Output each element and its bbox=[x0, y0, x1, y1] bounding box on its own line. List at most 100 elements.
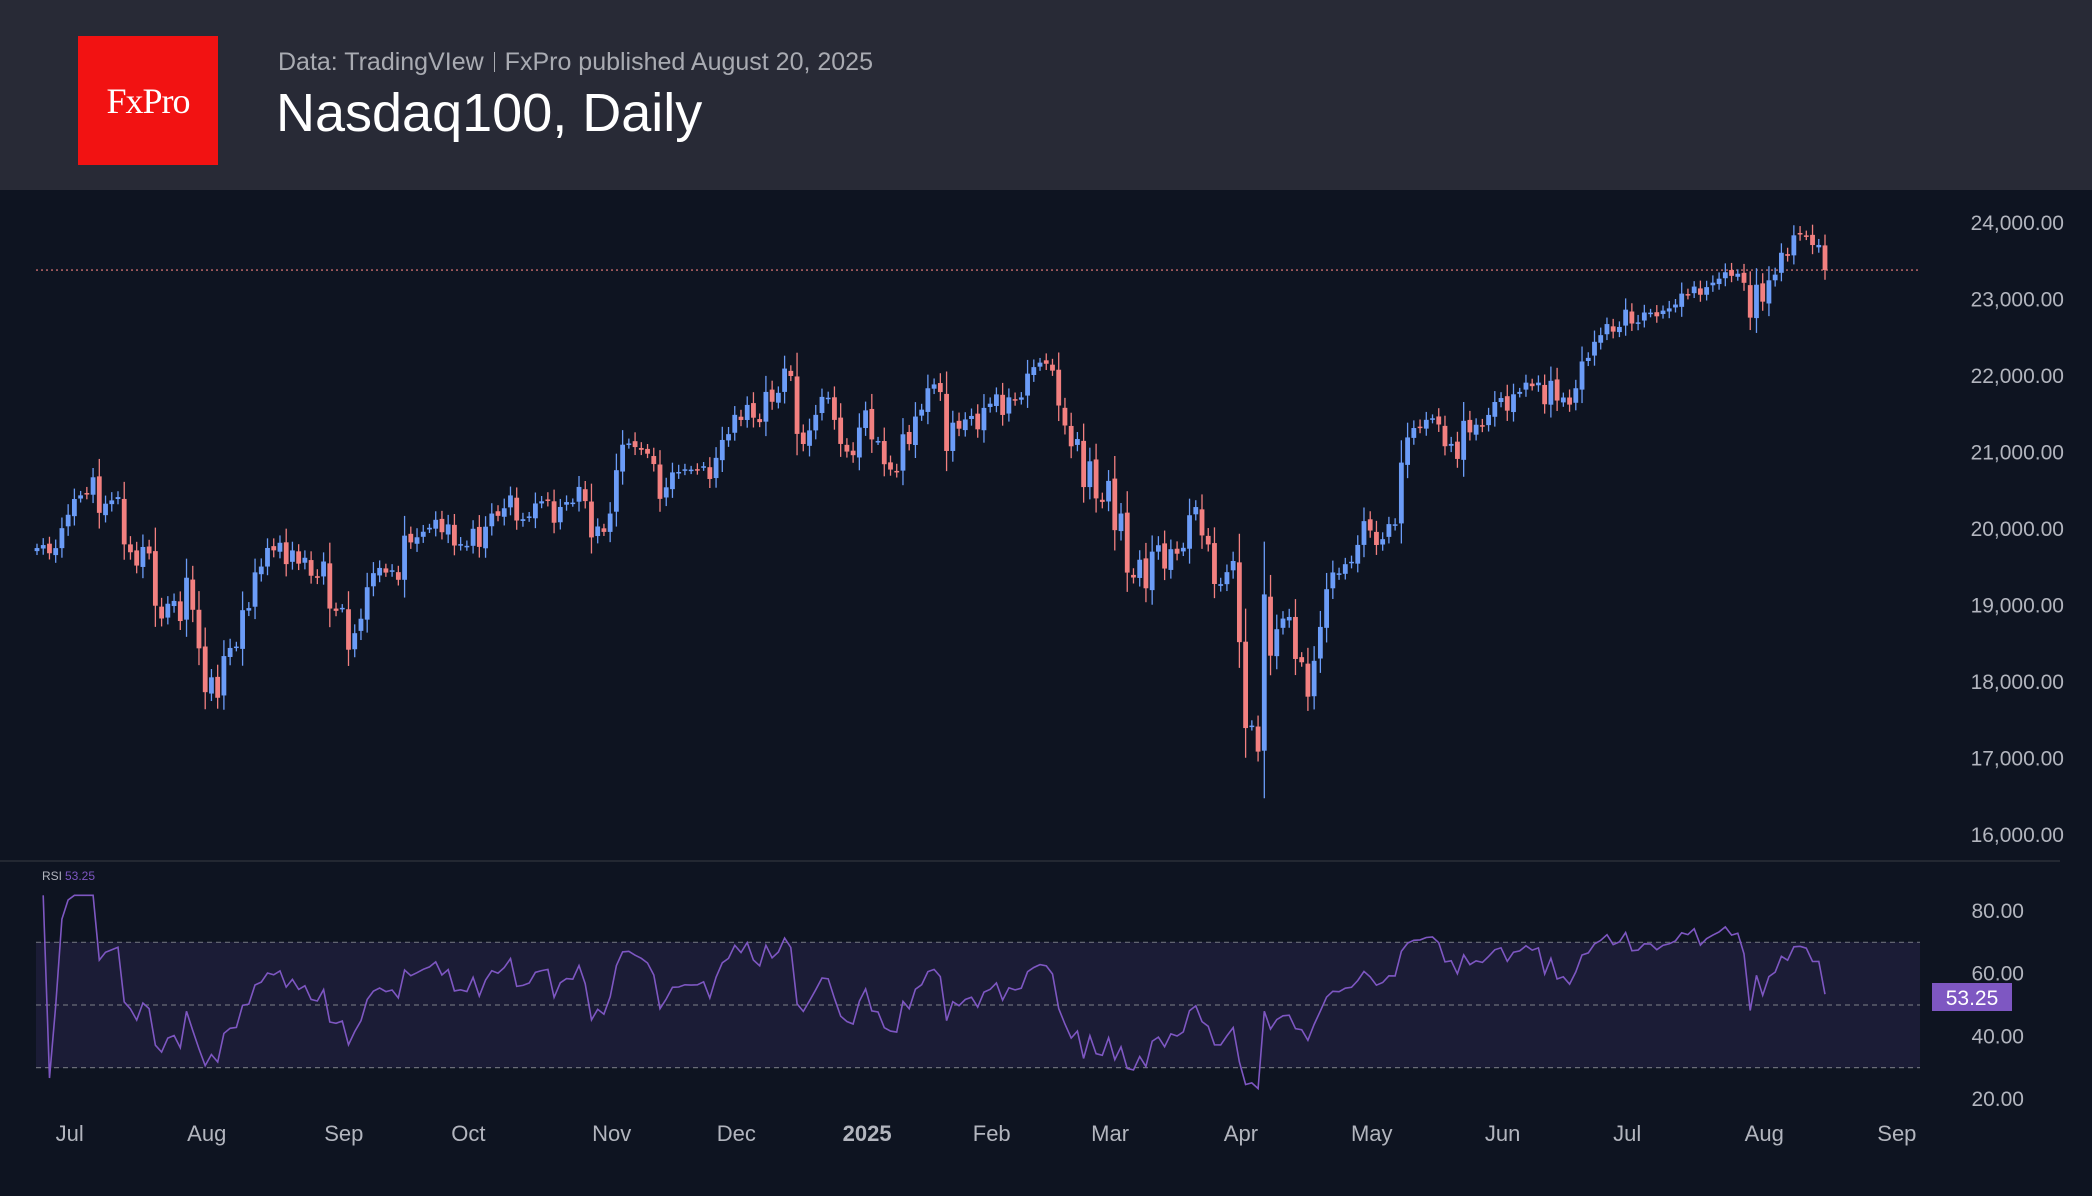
candle bbox=[271, 538, 277, 558]
candle bbox=[1099, 492, 1105, 509]
candle bbox=[950, 410, 956, 462]
candle-body bbox=[645, 448, 650, 454]
candle-body bbox=[159, 606, 164, 619]
candle bbox=[408, 526, 414, 549]
separator bbox=[493, 52, 495, 72]
candle-body bbox=[277, 542, 283, 552]
price-tick-label: 19,000.00 bbox=[1971, 595, 2064, 618]
candle-body bbox=[1430, 418, 1435, 420]
candle-body bbox=[458, 544, 464, 546]
subtitle: Data: TradingVIew FxPro published August … bbox=[278, 48, 873, 77]
candle bbox=[626, 438, 632, 449]
candle-body bbox=[1037, 362, 1043, 367]
candle bbox=[1411, 420, 1417, 445]
candle bbox=[1567, 389, 1572, 412]
candle-body bbox=[1691, 286, 1697, 294]
candle bbox=[165, 596, 171, 625]
candle bbox=[782, 355, 787, 404]
candle-body bbox=[520, 519, 526, 521]
candle bbox=[1137, 550, 1143, 587]
candle bbox=[302, 550, 308, 570]
candle bbox=[688, 465, 694, 475]
candle bbox=[1224, 564, 1230, 592]
candle bbox=[1081, 423, 1087, 503]
candle bbox=[1043, 353, 1049, 370]
candle bbox=[1205, 528, 1211, 552]
candle bbox=[78, 490, 84, 503]
candle bbox=[171, 593, 177, 613]
candle bbox=[1542, 374, 1548, 414]
candle bbox=[1585, 352, 1591, 367]
candle-body bbox=[1087, 461, 1093, 488]
candle bbox=[601, 523, 607, 536]
candle-body bbox=[402, 535, 407, 580]
candle bbox=[1635, 314, 1641, 331]
candle-body bbox=[1517, 391, 1523, 394]
candle bbox=[1162, 530, 1168, 581]
candle bbox=[420, 524, 426, 543]
candle-body bbox=[1511, 394, 1516, 413]
candle-body bbox=[769, 389, 775, 402]
candle-body bbox=[1498, 398, 1504, 403]
candle-body bbox=[333, 608, 339, 611]
candle bbox=[794, 352, 800, 456]
candle bbox=[495, 505, 501, 522]
candle-body bbox=[900, 434, 906, 471]
candle-body bbox=[1018, 397, 1024, 400]
candle-body bbox=[1342, 564, 1348, 574]
candle bbox=[1193, 500, 1199, 521]
candle-body bbox=[1803, 235, 1809, 237]
candle-body bbox=[987, 403, 993, 407]
candle bbox=[1747, 271, 1753, 331]
candle bbox=[707, 457, 713, 489]
candle bbox=[526, 511, 532, 522]
candle bbox=[888, 455, 893, 476]
candle-body bbox=[1585, 357, 1591, 362]
candle-body bbox=[1193, 507, 1199, 515]
candle bbox=[1236, 533, 1242, 668]
candle bbox=[1317, 610, 1323, 673]
candle bbox=[1118, 503, 1124, 541]
candle-body bbox=[346, 609, 351, 650]
candle bbox=[1592, 330, 1597, 366]
candle bbox=[1617, 321, 1622, 338]
candle bbox=[595, 518, 601, 544]
candle-body bbox=[1062, 407, 1068, 426]
candle-body bbox=[1629, 311, 1635, 324]
candle-body bbox=[1386, 524, 1392, 537]
candle bbox=[96, 458, 102, 529]
candle-body bbox=[283, 542, 289, 565]
candle bbox=[59, 517, 65, 558]
candle bbox=[1025, 359, 1030, 408]
candle bbox=[1517, 387, 1523, 398]
rsi-line bbox=[42, 894, 1826, 1091]
candle-body bbox=[339, 607, 345, 610]
candle bbox=[1436, 408, 1442, 432]
candle bbox=[1355, 535, 1361, 573]
x-tick-label: Nov bbox=[592, 1121, 631, 1146]
candle bbox=[987, 397, 993, 413]
candle-body bbox=[1766, 280, 1772, 304]
candle-body bbox=[1180, 547, 1186, 552]
candle bbox=[47, 536, 52, 560]
candle bbox=[1149, 535, 1155, 605]
candle-body bbox=[1660, 310, 1666, 315]
x-tick-label: 2025 bbox=[843, 1121, 892, 1146]
candle-body bbox=[526, 516, 532, 518]
candle-body bbox=[657, 464, 663, 499]
candle-body bbox=[676, 472, 682, 474]
candle-body bbox=[408, 533, 414, 543]
candle bbox=[1772, 267, 1778, 287]
candle bbox=[607, 502, 613, 543]
candle bbox=[352, 624, 358, 658]
candle-body bbox=[1635, 322, 1641, 324]
candle bbox=[775, 386, 781, 409]
candle bbox=[694, 463, 700, 475]
candle bbox=[227, 638, 233, 666]
candle bbox=[464, 540, 470, 551]
candle-body bbox=[389, 570, 395, 572]
candle-body bbox=[1554, 379, 1560, 401]
candle bbox=[1050, 358, 1055, 376]
candle-body bbox=[271, 546, 277, 551]
candle bbox=[103, 495, 108, 523]
